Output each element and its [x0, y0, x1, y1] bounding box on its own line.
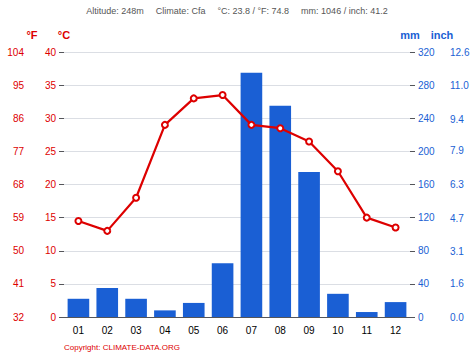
- svg-text:104: 104: [7, 47, 24, 58]
- svg-text:30: 30: [45, 113, 57, 124]
- svg-text:41: 41: [13, 278, 25, 289]
- svg-text:10: 10: [45, 245, 57, 256]
- svg-text:20: 20: [45, 179, 57, 190]
- svg-text:inch: inch: [431, 29, 454, 41]
- svg-text:03: 03: [131, 325, 143, 336]
- svg-text:9.4: 9.4: [450, 114, 464, 125]
- svg-text:5: 5: [50, 278, 56, 289]
- svg-text:05: 05: [188, 325, 200, 336]
- svg-text:°F: °F: [26, 29, 37, 41]
- svg-text:11: 11: [362, 325, 373, 336]
- svg-text:°C: °C: [58, 29, 70, 41]
- svg-text:240: 240: [418, 113, 435, 124]
- svg-text:15: 15: [45, 212, 57, 223]
- svg-text:0: 0: [50, 312, 56, 323]
- svg-text:Copyright: CLIMATE-DATA.ORG: Copyright: CLIMATE-DATA.ORG: [64, 343, 180, 352]
- svg-text:1.6: 1.6: [450, 278, 464, 289]
- svg-text:07: 07: [246, 325, 258, 336]
- svg-text:mm: mm: [400, 29, 420, 41]
- svg-text:200: 200: [418, 146, 435, 157]
- svg-text:10: 10: [332, 325, 344, 336]
- svg-text:40: 40: [45, 47, 57, 58]
- svg-text:7.9: 7.9: [450, 145, 464, 156]
- svg-text:mm: 1046 / inch: 41.2: mm: 1046 / inch: 41.2: [301, 6, 388, 16]
- svg-text:0: 0: [418, 312, 424, 323]
- svg-text:95: 95: [13, 80, 25, 91]
- svg-text:77: 77: [13, 146, 25, 157]
- svg-text:0.0: 0.0: [450, 312, 464, 323]
- svg-text:50: 50: [13, 245, 25, 256]
- svg-text:4.7: 4.7: [450, 213, 464, 224]
- svg-text:6.3: 6.3: [450, 179, 464, 190]
- svg-text:80: 80: [418, 245, 430, 256]
- svg-text:25: 25: [45, 146, 57, 157]
- svg-text:320: 320: [418, 47, 435, 58]
- svg-text:12: 12: [390, 325, 402, 336]
- svg-text:280: 280: [418, 80, 435, 91]
- svg-text:160: 160: [418, 179, 435, 190]
- svg-text:32: 32: [13, 312, 25, 323]
- svg-text:86: 86: [13, 113, 25, 124]
- svg-text:°C: 23.8 / °F: 74.8: °C: 23.8 / °F: 74.8: [217, 6, 289, 16]
- svg-text:68: 68: [13, 179, 25, 190]
- svg-text:Altitude: 248m: Altitude: 248m: [86, 6, 144, 16]
- svg-text:59: 59: [13, 212, 25, 223]
- svg-text:40: 40: [418, 278, 430, 289]
- svg-text:01: 01: [73, 325, 85, 336]
- svg-text:09: 09: [304, 325, 316, 336]
- svg-text:Climate: Cfa: Climate: Cfa: [156, 6, 206, 16]
- svg-text:02: 02: [102, 325, 114, 336]
- svg-text:120: 120: [418, 212, 435, 223]
- svg-text:35: 35: [45, 80, 57, 91]
- svg-text:04: 04: [159, 325, 171, 336]
- svg-text:08: 08: [275, 325, 287, 336]
- svg-text:3.1: 3.1: [450, 246, 464, 257]
- svg-text:11.0: 11.0: [450, 80, 469, 91]
- svg-text:06: 06: [217, 325, 229, 336]
- svg-text:12.6: 12.6: [450, 47, 470, 58]
